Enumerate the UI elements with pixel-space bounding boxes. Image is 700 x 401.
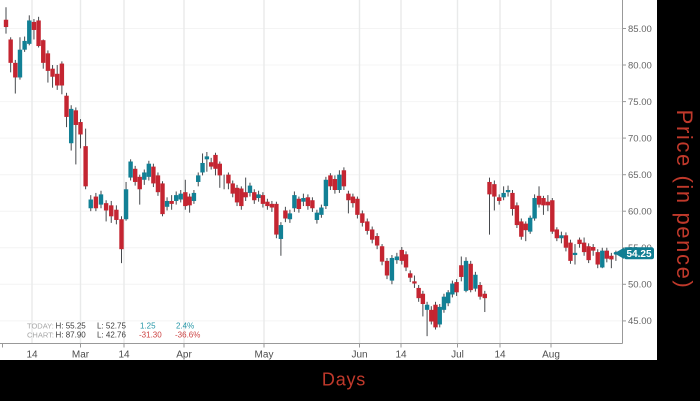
svg-text:H: 55.25: H: 55.25 <box>56 322 87 331</box>
svg-text:May: May <box>255 350 274 361</box>
svg-text:Days: Days <box>322 370 366 390</box>
svg-text:65.00: 65.00 <box>628 170 652 181</box>
svg-text:-36.6%: -36.6% <box>175 331 200 340</box>
svg-text:50.00: 50.00 <box>628 280 652 291</box>
svg-text:L: 52.75: L: 52.75 <box>97 322 126 331</box>
svg-text:H: 87.90: H: 87.90 <box>56 331 87 340</box>
svg-text:L: 42.76: L: 42.76 <box>97 331 126 340</box>
svg-text:-31.30: -31.30 <box>139 331 162 340</box>
svg-text:Aug: Aug <box>542 350 560 361</box>
svg-text:Apr: Apr <box>176 350 192 361</box>
svg-text:14: 14 <box>118 350 130 361</box>
svg-text:80.00: 80.00 <box>628 60 652 71</box>
svg-text:85.00: 85.00 <box>628 24 652 35</box>
svg-text:14: 14 <box>26 350 38 361</box>
svg-text:2.4%: 2.4% <box>176 322 194 331</box>
svg-text:45.00: 45.00 <box>628 316 652 327</box>
svg-text:70.00: 70.00 <box>628 133 652 144</box>
svg-text:Mar: Mar <box>72 350 90 361</box>
svg-text:75.00: 75.00 <box>628 97 652 108</box>
svg-text:14: 14 <box>494 350 506 361</box>
svg-text:Jun: Jun <box>351 350 367 361</box>
svg-text:1.25: 1.25 <box>140 322 156 331</box>
svg-text:14: 14 <box>395 350 407 361</box>
svg-text:TODAY:: TODAY: <box>27 322 54 331</box>
svg-text:CHART:: CHART: <box>27 331 54 340</box>
svg-text:Jul: Jul <box>451 350 464 361</box>
svg-text:54.25: 54.25 <box>626 249 651 260</box>
svg-text:60.00: 60.00 <box>628 207 652 218</box>
svg-text:Price (in pence): Price (in pence) <box>672 110 697 290</box>
